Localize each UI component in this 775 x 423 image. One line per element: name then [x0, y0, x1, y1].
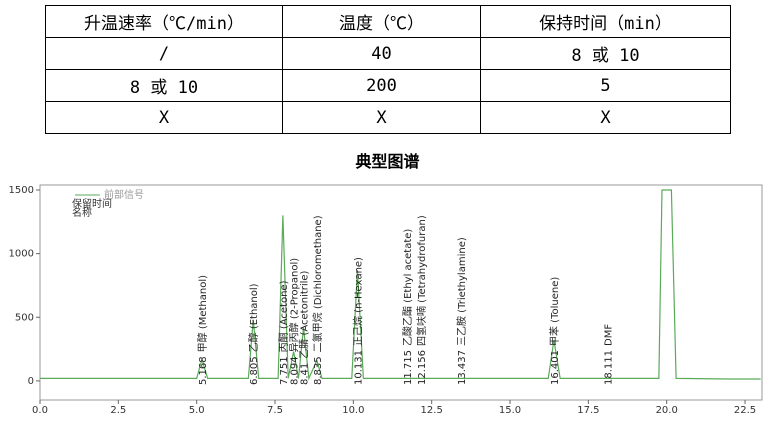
peak-label: 18.111 DMF — [604, 324, 615, 385]
cell: X — [480, 101, 731, 134]
cell: 8 或 10 — [45, 69, 283, 102]
x-tick-label: 20.0 — [656, 405, 678, 416]
y-tick-label: 1500 — [9, 185, 34, 196]
y-tick-label: 0 — [28, 376, 34, 387]
peak-name: 正己烷 (n-Hexane) — [351, 257, 364, 346]
x-tick-label: 17.5 — [577, 405, 599, 416]
x-tick-label: 22.5 — [734, 405, 756, 416]
y-tick-label: 500 — [15, 312, 34, 323]
peak-label: 7.751 丙酮 (Acetone) — [278, 280, 290, 385]
plot-frame — [39, 184, 763, 401]
peak-label: 8.41 乙腈 (Acetonitrile) — [298, 270, 311, 385]
peak-time: 12.156 — [417, 350, 428, 385]
peak-name: 三乙胺 (Triethylamine) — [455, 237, 468, 346]
x-tick-label: 12.5 — [421, 405, 443, 416]
peak-name: 四氢呋喃 (Tetrahydrofuran) — [415, 215, 428, 346]
peak-time: 13.437 — [457, 350, 468, 385]
x-tick-label: 10.0 — [342, 405, 364, 416]
peak-label: 5.168 甲醇 (Methanol) — [196, 275, 209, 385]
cell: X — [45, 101, 283, 134]
x-tick-label: 5.0 — [189, 405, 205, 416]
peak-name: 乙酸乙酯 (Ethyl acetate) — [401, 229, 414, 346]
peak-time: 11.715 — [403, 350, 414, 385]
peak-time: 5.168 — [198, 356, 209, 385]
peak-label: 8.094 异丙醇 (2-Propanol) — [288, 258, 301, 385]
trace — [40, 189, 761, 381]
peak-time: 16.401 — [550, 350, 561, 385]
peak-label: 11.715 乙酸乙酯 (Ethyl acetate) — [401, 229, 414, 385]
legend-item: 名称 — [72, 206, 92, 219]
peak-time: 10.131 — [353, 350, 364, 385]
peak-name: 甲苯 (Toluene) — [548, 277, 561, 346]
peak-name: 乙腈 (Acetonitrile) — [298, 270, 311, 358]
peak-name: 异丙醇 (2-Propanol) — [288, 258, 301, 353]
table: 升温速率（℃/min） 温度（℃） 保持时间（min） /40 8 或 10 8 或 … — [45, 5, 731, 134]
y-tick-label: 1000 — [9, 249, 34, 260]
x-tick-label: 2.5 — [110, 405, 126, 416]
peak-time: 7.751 — [279, 356, 290, 385]
peak-time: 8.835 — [313, 356, 324, 385]
legend-label: 前部信号 — [104, 188, 144, 201]
peak-name: 二氯甲烷 (Dichloromethane) — [311, 215, 324, 352]
peak-name: 丙酮 (Acetone) — [278, 280, 290, 352]
peak-time: 18.111 — [604, 350, 615, 385]
x-tick-label: 7.5 — [267, 405, 283, 416]
header-cell: 升温速率（℃/min） — [45, 5, 283, 38]
cell: 40 — [282, 37, 481, 70]
cell: 200 — [282, 69, 481, 102]
peak-label: 12.156 四氢呋喃 (Tetrahydrofuran) — [415, 215, 428, 385]
peak-label: 6.805 乙醇 (Ethanol) — [247, 283, 260, 385]
peak-name: 甲醇 (Methanol) — [196, 275, 209, 352]
peak-name: DMF — [604, 324, 615, 346]
peak-label: 8.835 二氯甲烷 (Dichloromethane) — [311, 215, 324, 385]
peak-label: 10.131 正己烷 (n-Hexane) — [351, 257, 364, 385]
peak-time: 6.805 — [249, 356, 260, 385]
cell: X — [282, 101, 481, 134]
peak-label: 13.437 三乙胺 (Triethylamine) — [455, 237, 468, 385]
peak-time: 8.41 — [300, 363, 311, 385]
peak-time: 8.094 — [290, 356, 301, 385]
peak-label: 16.401 甲苯 (Toluene) — [548, 277, 561, 385]
cell: / — [45, 37, 283, 70]
peak-name: 乙醇 (Ethanol) — [247, 283, 260, 352]
x-tick-label: 0.0 — [32, 405, 48, 416]
x-tick-label: 15.0 — [499, 405, 521, 416]
cell: 8 或 10 — [480, 37, 731, 70]
heading: 典型图谱 — [355, 152, 420, 171]
legend-item: 保留时间 — [72, 197, 112, 210]
header-cell: 温度（℃） — [282, 5, 481, 38]
